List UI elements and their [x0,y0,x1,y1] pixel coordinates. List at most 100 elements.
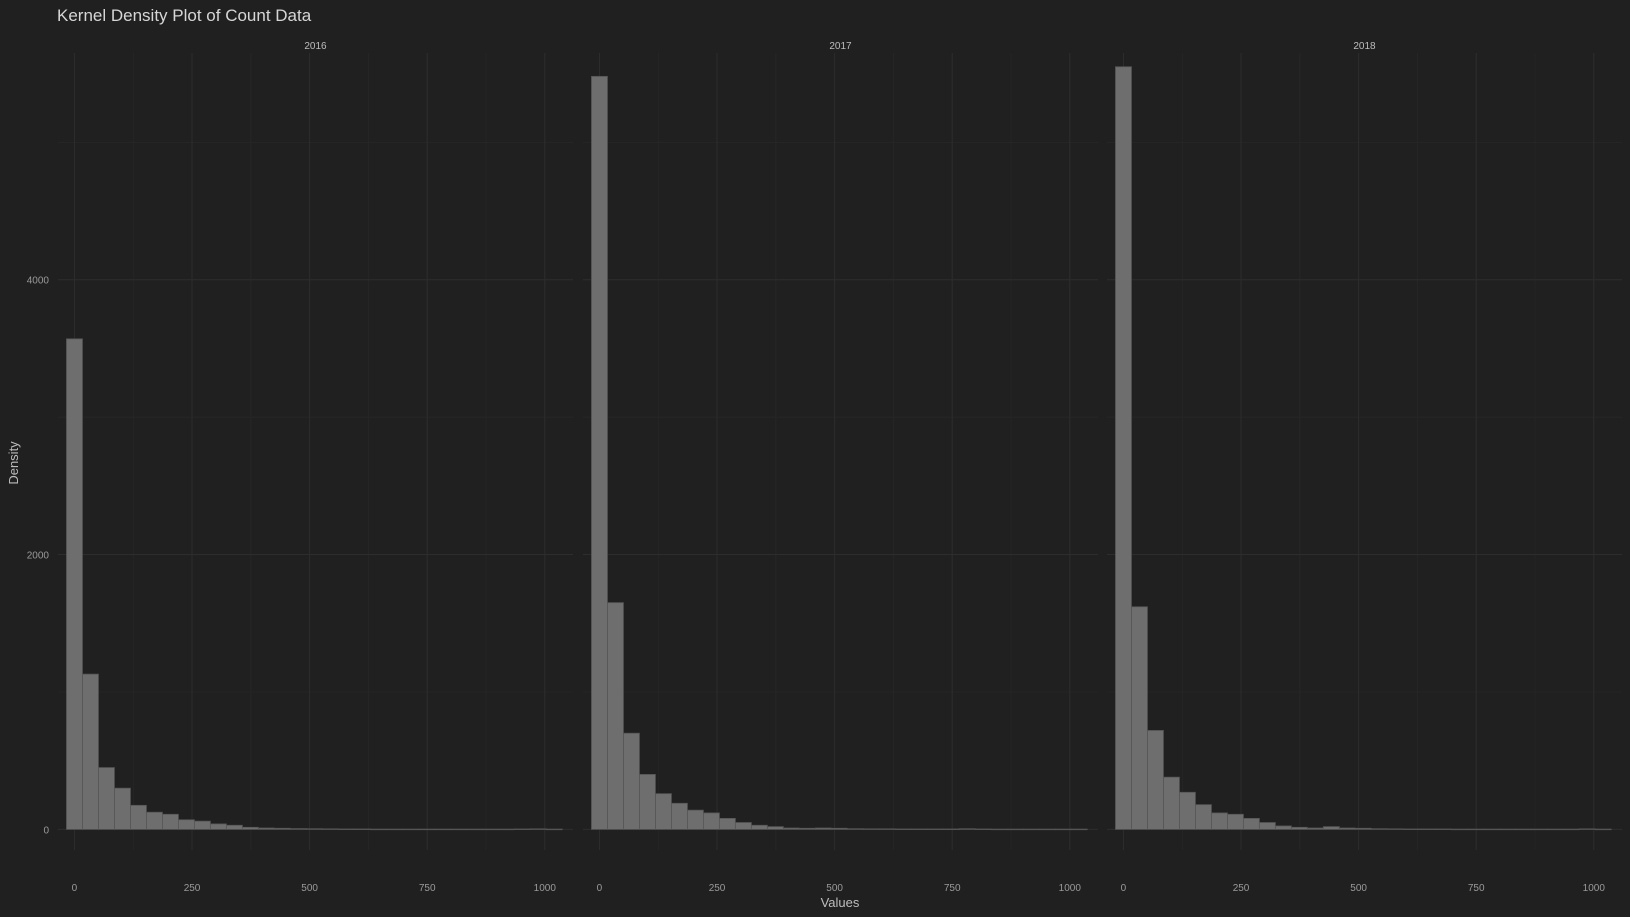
y-tick-label: 2000 [27,551,50,562]
histogram-bar [146,811,163,830]
histogram-bar [433,828,451,831]
histogram-bar [321,828,339,830]
facet-panel-2016: 2016 0 250 500 750 1000 [58,41,573,894]
histogram-bar [926,828,944,830]
x-tick-label: 250 [1233,883,1250,894]
histogram-bar [1434,828,1452,830]
histogram-bar [894,828,912,830]
histogram-bar [1402,828,1420,830]
x-tick-label: 0 [1121,883,1127,894]
histogram-bar [1227,813,1244,830]
histogram-bar [1514,828,1532,831]
histogram-bar [449,828,467,831]
histogram-bar [353,828,371,830]
histogram-bar [846,828,864,830]
facet-label: 2017 [829,41,852,52]
histogram-bar [798,827,816,830]
histogram-bar [1306,827,1324,830]
histogram-bar [1498,828,1516,831]
histogram-bar [273,827,291,830]
histogram-bar [1147,730,1164,830]
facet-label: 2018 [1353,41,1376,52]
histogram-bar [193,820,211,830]
histogram-bar [878,828,896,830]
x-tick-label: 0 [72,883,78,894]
chart-panels: 0 2000 4000 2016 0 250 500 750 1000 2017 0 250 500 75… [27,41,1622,894]
histogram-bar [718,817,736,830]
histogram-bar [1450,828,1468,831]
facet-panel-2018: 2018 0 250 500 750 1000 [1107,41,1622,894]
histogram-bar [1054,828,1072,831]
histogram-bar [545,828,563,831]
x-tick-label: 500 [1350,883,1367,894]
histogram-bar [990,828,1008,831]
x-axis-title: Values [821,895,860,910]
x-tick-label: 500 [301,883,318,894]
histogram-bar [623,732,640,830]
histogram-bar [1578,828,1596,830]
histogram-bar [703,812,720,830]
histogram-bar [1530,828,1548,831]
histogram-bar [591,75,608,830]
chart-title: Kernel Density Plot of Count Data [57,6,312,25]
histogram-bar [974,828,992,830]
histogram-bar [369,828,387,831]
histogram-bar [639,774,656,830]
histogram-bar [655,793,672,830]
histogram-bar [1115,66,1132,830]
histogram-bar [1370,828,1388,830]
histogram-bar [1290,826,1308,830]
histogram-bar [1354,827,1372,830]
histogram-bar [481,828,499,831]
histogram-bar [830,827,848,830]
histogram-bar [1274,825,1292,830]
histogram-bar [1131,606,1148,830]
histogram-bar [1546,828,1564,831]
histogram-bar [1562,828,1580,831]
histogram-bar [465,828,483,831]
histogram-bar [910,828,928,830]
histogram-bar [513,828,531,830]
x-tick-label: 500 [826,883,843,894]
x-tick-label: 250 [709,883,726,894]
histogram-bar [305,828,323,830]
histogram-bar [385,828,403,831]
x-tick-label: 750 [1468,883,1485,894]
x-tick-label: 750 [944,883,961,894]
histogram-bar [241,826,259,830]
x-tick-label: 750 [419,883,436,894]
histogram-bar [958,828,976,830]
histogram-bar [1386,828,1404,830]
histogram-bar [750,824,768,830]
x-tick-label: 1000 [1059,883,1082,894]
facet-panel-2017: 2017 0 250 500 750 1000 [583,41,1098,894]
histogram-bar [66,338,83,830]
histogram-bar [337,828,355,830]
histogram-bar [417,828,435,831]
histogram-bar [1022,828,1040,831]
histogram-bar [671,802,688,830]
histogram-bar [1195,804,1212,830]
histogram-bar [814,827,832,830]
histogram-bar [687,809,704,830]
histogram-bar [1163,776,1180,830]
histogram-bar [734,822,752,830]
y-axis-title: Density [6,441,21,485]
histogram-bar [1179,791,1196,830]
histogram-bar [225,824,243,830]
histogram-bar [1038,828,1056,831]
histogram-bar [209,823,227,830]
histogram-bar [1594,828,1612,831]
y-tick-label: 4000 [27,276,50,287]
histogram-bar [1418,828,1436,830]
x-tick-label: 0 [597,883,603,894]
histogram-bar [497,828,515,831]
histogram-bar [529,828,547,830]
histogram-bar [1211,812,1228,830]
histogram-bar [1070,828,1088,831]
histogram-bar [766,826,784,830]
histogram-bar [401,828,419,831]
histogram-bar [178,819,195,830]
y-tick-label: 0 [43,825,49,836]
